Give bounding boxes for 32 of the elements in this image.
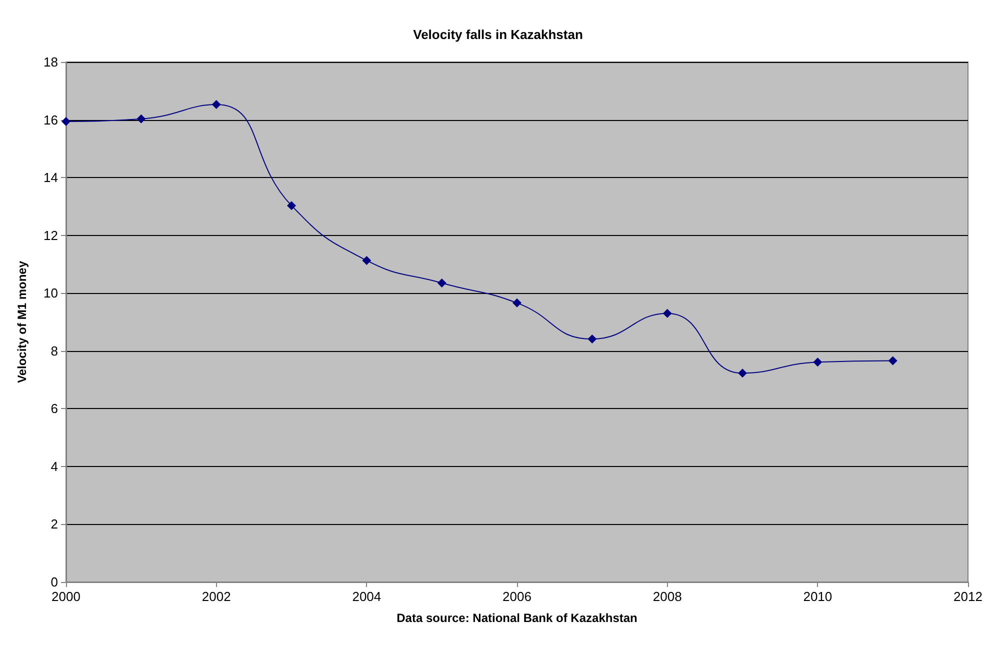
x-tick-label: 2000 xyxy=(52,589,80,604)
y-tick-label: 16 xyxy=(44,112,58,128)
x-tick-label: 2012 xyxy=(954,589,982,604)
point xyxy=(588,334,597,344)
chart-title: Velocity falls in Kazakhstan xyxy=(413,27,583,42)
point xyxy=(136,114,146,124)
point xyxy=(662,308,672,318)
x-tick-label: 2004 xyxy=(352,589,382,604)
x-tick-label: 2010 xyxy=(803,589,832,604)
y-tick-label: 0 xyxy=(50,574,58,590)
x-axis-title: Data source: National Bank of Kazakhstan xyxy=(396,611,638,625)
y-tick-label: 18 xyxy=(44,54,58,70)
point xyxy=(362,256,372,265)
y-tick-label: 6 xyxy=(50,401,58,416)
point xyxy=(888,356,898,366)
y-tick-label: 10 xyxy=(44,286,58,301)
y-tick-label: 14 xyxy=(44,170,58,186)
point xyxy=(437,278,446,288)
x-tick-label: 2002 xyxy=(202,589,231,604)
point xyxy=(512,298,522,308)
y-tick-label: 2 xyxy=(50,516,58,532)
y-tick-label: 12 xyxy=(44,228,58,243)
x-tick-label: 2008 xyxy=(652,589,682,604)
x-tick-label: 2006 xyxy=(502,589,532,604)
point xyxy=(738,368,747,378)
y-tick-label: 4 xyxy=(50,458,58,474)
y-tick-label: 8 xyxy=(50,343,58,358)
point xyxy=(212,100,221,109)
point xyxy=(813,358,822,367)
point xyxy=(287,201,296,210)
point xyxy=(62,117,70,126)
y-axis-title: Velocity of M1 money xyxy=(15,260,29,384)
